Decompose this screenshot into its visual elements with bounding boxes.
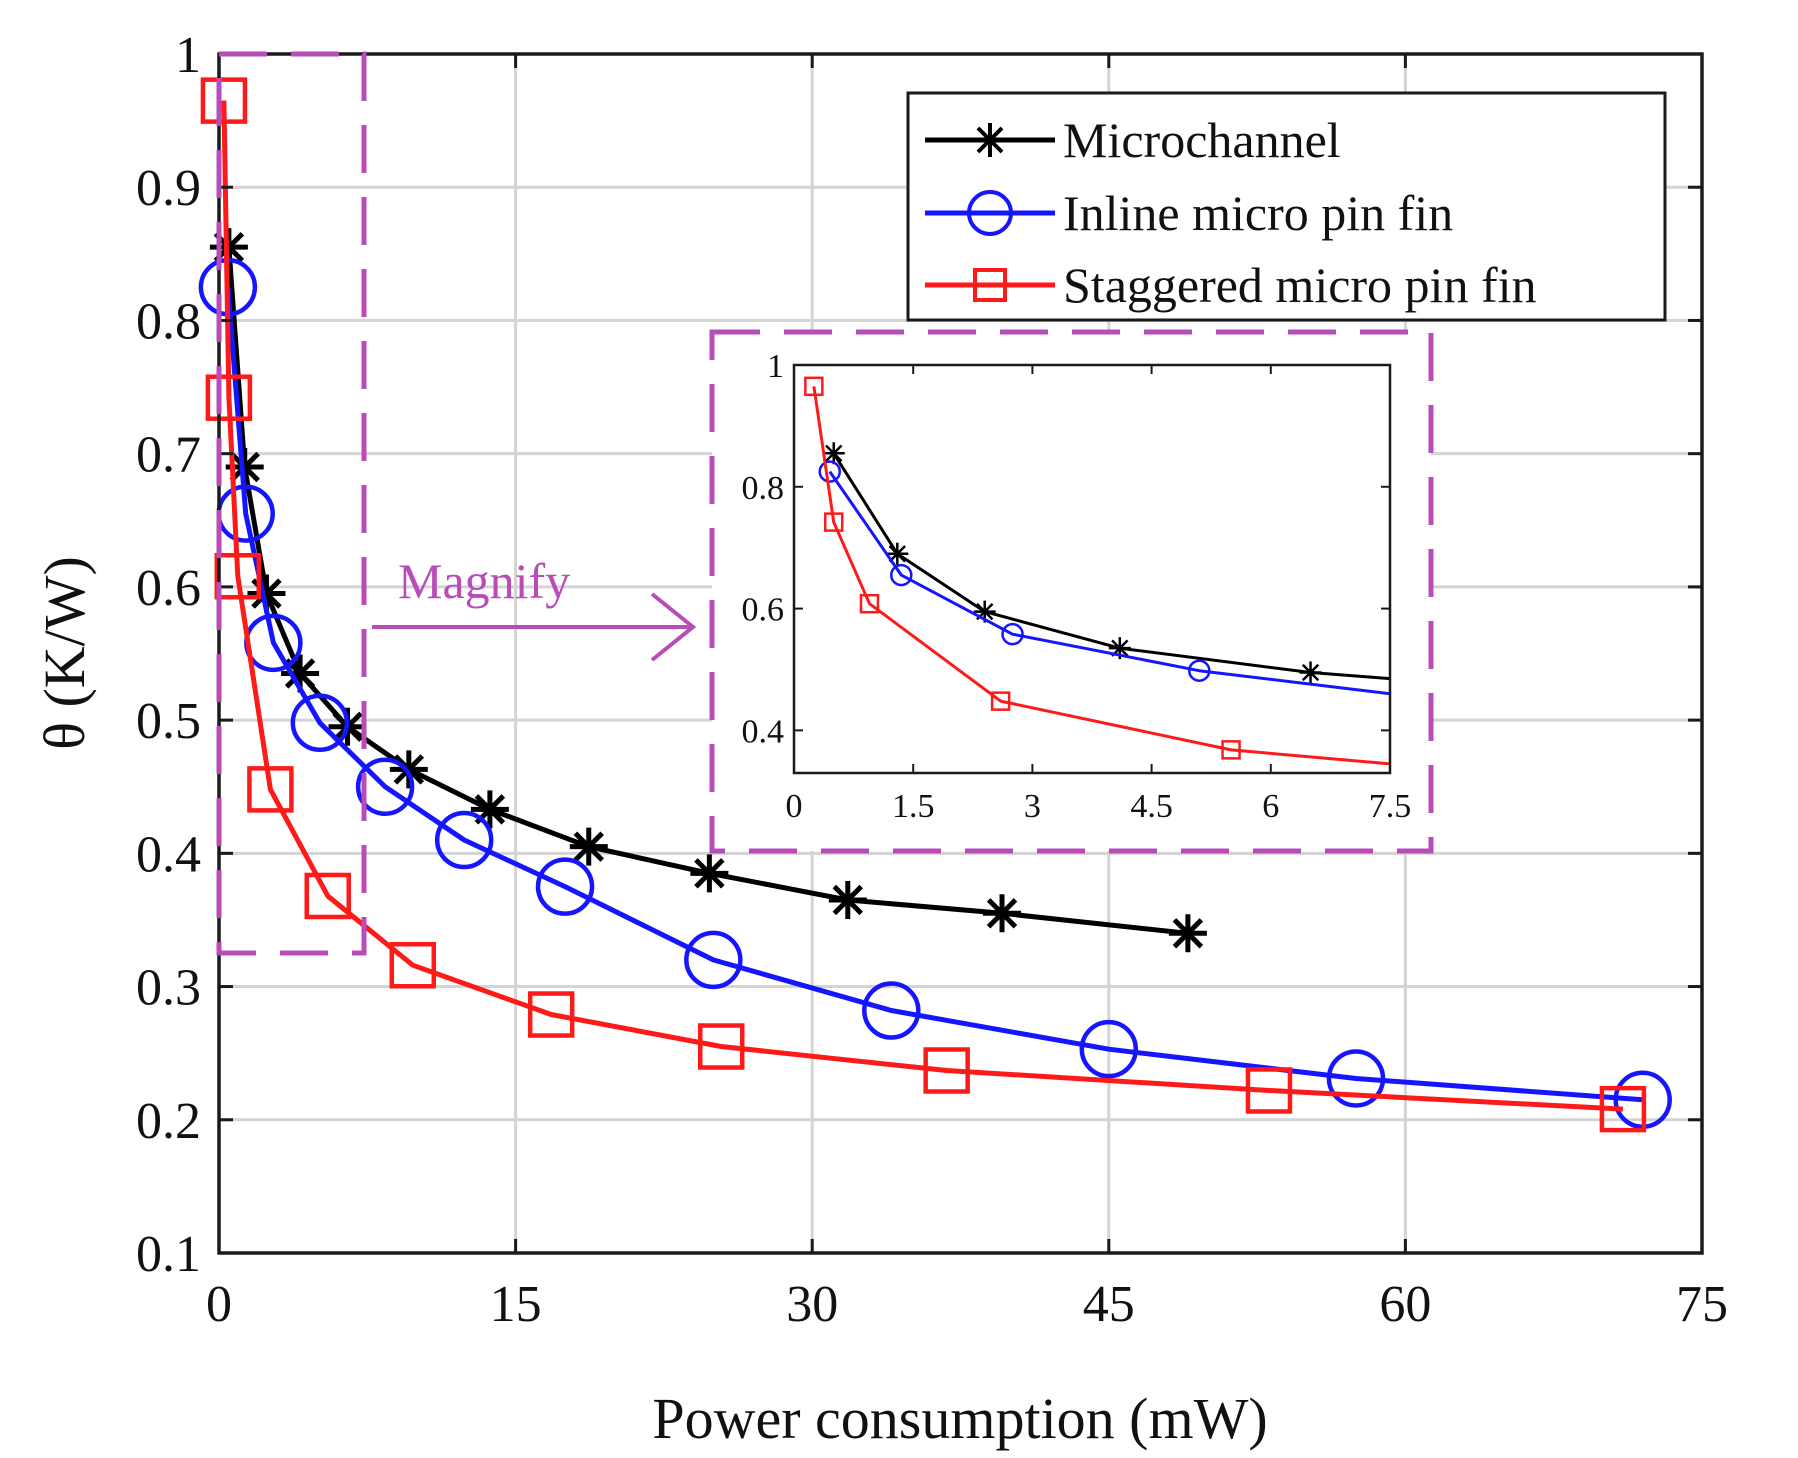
inset-data-point-microchannel bbox=[1299, 661, 1322, 684]
legend-box bbox=[906, 91, 1667, 322]
inset-data-point-microchannel bbox=[822, 442, 845, 465]
inset-data-point-microchannel bbox=[1108, 637, 1131, 660]
y-tick-label: 0.1 bbox=[136, 1226, 201, 1283]
inset-data-point-microchannel bbox=[973, 600, 996, 623]
inset-x-tick-label: 3 bbox=[1024, 788, 1041, 825]
inset-data-point-staggered-micro-pin-fin bbox=[990, 691, 1011, 711]
data-point-inline-micro-pin-fin bbox=[684, 930, 743, 990]
inset-frame-dashed bbox=[709, 329, 1434, 854]
data-point-inline-micro-pin-fin bbox=[535, 857, 595, 916]
data-point-inline-micro-pin-fin bbox=[434, 810, 494, 870]
series-line-inline-micro-pin-fin bbox=[225, 286, 1643, 1103]
y-tick-label: 0.5 bbox=[136, 693, 201, 750]
y-tick-label: 0.4 bbox=[136, 826, 201, 883]
data-point-staggered-micro-pin-fin bbox=[923, 1047, 970, 1094]
x-tick-label: 30 bbox=[786, 1276, 838, 1333]
data-point-staggered-micro-pin-fin bbox=[697, 1023, 745, 1070]
main-axes-frame bbox=[217, 52, 1704, 1255]
inset-axes-frame bbox=[792, 363, 1392, 775]
inset-series-line-staggered-micro-pin-fin bbox=[812, 386, 1391, 766]
main-series bbox=[198, 77, 1672, 1133]
main-ticks: 0 15 30 45 60 750.10.20.30.40.50.60.70.80.91 bbox=[136, 27, 1728, 1333]
data-point-microchannel bbox=[983, 894, 1022, 933]
x-tick-label: 15 bbox=[490, 1276, 542, 1333]
zoom-region-box bbox=[216, 51, 367, 956]
data-point-staggered-micro-pin-fin bbox=[304, 872, 352, 920]
y-tick-label: 1 bbox=[175, 27, 201, 84]
inset-data-point-staggered-micro-pin-fin bbox=[804, 376, 824, 397]
inset-data-point-microchannel bbox=[886, 542, 909, 565]
data-point-microchannel bbox=[389, 750, 428, 789]
inset-series-line-inline-micro-pin-fin bbox=[828, 470, 1391, 696]
inset-data-point-inline-micro-pin-fin bbox=[1188, 659, 1211, 682]
legend-marker-microchannel bbox=[973, 123, 1007, 157]
series-line-microchannel bbox=[226, 247, 1189, 936]
inset-x-tick-label: 0 bbox=[786, 788, 803, 825]
y-tick-label: 0.7 bbox=[136, 427, 201, 484]
legend-marker-inline-micro-pin-fin bbox=[967, 190, 1013, 236]
inset-data-point-inline-micro-pin-fin bbox=[818, 460, 842, 483]
magnify-label: Magnify bbox=[398, 553, 570, 609]
y-tick-label: 0.6 bbox=[136, 560, 201, 617]
inset-series-line-microchannel bbox=[832, 452, 1391, 681]
inset-data-point-inline-micro-pin-fin bbox=[890, 563, 913, 587]
x-tick-label: 0 bbox=[206, 1276, 232, 1333]
data-point-inline-micro-pin-fin bbox=[290, 693, 350, 753]
inset-data-point-inline-micro-pin-fin bbox=[1001, 622, 1024, 646]
y-tick-label: 0.8 bbox=[136, 293, 201, 350]
legend: Microchannel Inline micro pin fin Staggere… bbox=[906, 91, 1667, 322]
data-point-microchannel bbox=[247, 574, 286, 613]
data-point-inline-micro-pin-fin bbox=[862, 981, 921, 1040]
y-axis-label: θ (K/W) bbox=[32, 556, 97, 750]
inset-y-tick-label: 0.8 bbox=[742, 470, 785, 507]
x-tick-label: 60 bbox=[1379, 1276, 1431, 1333]
data-point-inline-micro-pin-fin bbox=[1326, 1049, 1386, 1108]
data-point-staggered-micro-pin-fin bbox=[1245, 1067, 1293, 1114]
inset-data-point-staggered-micro-pin-fin bbox=[1221, 740, 1241, 760]
data-point-staggered-micro-pin-fin bbox=[527, 991, 575, 1038]
inset-ticks: 0 1.5 3 4.5 6 7.5 0.4 0.6 0.8 1 bbox=[742, 348, 1412, 825]
inset-y-tick-label: 1 bbox=[767, 348, 784, 385]
data-point-inline-micro-pin-fin bbox=[355, 757, 415, 816]
data-point-inline-micro-pin-fin bbox=[1079, 1019, 1139, 1079]
data-point-microchannel bbox=[209, 228, 248, 267]
magnify-arrow-head bbox=[650, 592, 697, 662]
legend-label-microchannel: Microchannel bbox=[1063, 112, 1341, 168]
data-point-staggered-micro-pin-fin bbox=[1599, 1085, 1647, 1133]
inset-x-tick-label: 6 bbox=[1262, 788, 1279, 825]
inset-x-tick-label: 4.5 bbox=[1130, 788, 1173, 825]
data-point-microchannel bbox=[1168, 914, 1207, 953]
data-point-microchannel bbox=[569, 827, 608, 866]
data-point-staggered-micro-pin-fin bbox=[200, 77, 248, 124]
legend-label-staggered-micro-pin-fin: Staggered micro pin fin bbox=[1063, 257, 1537, 313]
inset-x-tick-label: 1.5 bbox=[892, 788, 935, 825]
y-tick-label: 0.3 bbox=[136, 960, 201, 1017]
inset-data-point-staggered-micro-pin-fin bbox=[823, 512, 844, 532]
inset-y-tick-label: 0.4 bbox=[742, 713, 785, 750]
series-line-staggered-micro-pin-fin bbox=[221, 100, 1624, 1112]
y-tick-label: 0.2 bbox=[136, 1093, 201, 1150]
y-tick-label: 0.9 bbox=[136, 160, 201, 217]
data-point-staggered-micro-pin-fin bbox=[214, 552, 262, 600]
data-point-microchannel bbox=[470, 790, 509, 829]
legend-marker-staggered-micro-pin-fin bbox=[973, 268, 1007, 302]
x-tick-label: 45 bbox=[1083, 1276, 1135, 1333]
data-point-microchannel bbox=[225, 447, 264, 486]
data-point-microchannel bbox=[690, 854, 729, 893]
legend-label-inline-micro-pin-fin: Inline micro pin fin bbox=[1063, 185, 1453, 241]
inset-y-tick-label: 0.6 bbox=[742, 592, 785, 629]
x-tick-label: 75 bbox=[1676, 1276, 1728, 1333]
data-point-microchannel bbox=[828, 880, 867, 919]
data-point-microchannel bbox=[281, 654, 320, 693]
inset-series bbox=[804, 376, 1391, 766]
inset-data-point-staggered-micro-pin-fin bbox=[859, 593, 880, 614]
x-axis-label: Power consumption (mW) bbox=[652, 1386, 1267, 1451]
data-point-staggered-micro-pin-fin bbox=[247, 766, 294, 813]
data-point-staggered-micro-pin-fin bbox=[389, 941, 437, 989]
inset-x-tick-label: 7.5 bbox=[1369, 788, 1412, 825]
data-point-staggered-micro-pin-fin bbox=[205, 374, 253, 421]
